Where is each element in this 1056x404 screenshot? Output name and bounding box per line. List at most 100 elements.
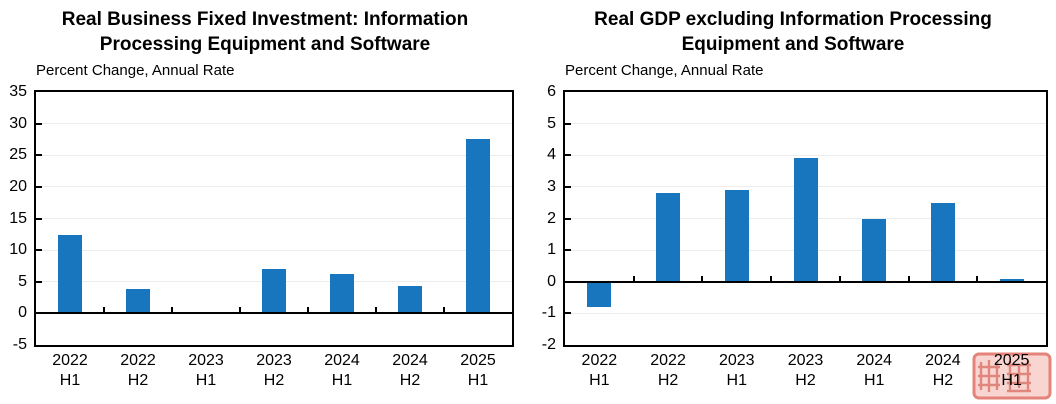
x-label-half: H2: [127, 372, 149, 389]
y-axis-tick: [565, 249, 571, 252]
chart-title: Real GDP excluding Information Processin…: [557, 7, 1029, 57]
chart-panel-investment: Real Business Fixed Investment: Informat…: [9, 7, 517, 391]
chart-title-line1: Real Business Fixed Investment: Informat…: [61, 9, 469, 30]
y-axis-tick-label: 1: [547, 241, 556, 259]
y-axis-tick-label: -5: [12, 336, 27, 353]
y-axis-tick-label: 6: [547, 83, 556, 100]
x-axis-category-label: 2024 H2: [371, 351, 449, 391]
x-axis-tick: [632, 275, 635, 281]
plot-inner: [565, 92, 1046, 345]
axis-units-label: Percent Change, Annual Rate: [565, 62, 764, 79]
x-axis-category-label: 2025 H1: [439, 351, 517, 391]
chart-title-line2: Equipment and Software: [681, 34, 905, 55]
y-axis-tick-label: 2: [547, 209, 556, 227]
y-axis-tick: [565, 217, 571, 220]
x-label-year: 2023: [256, 352, 292, 369]
x-axis-category-label: 2023 H2: [766, 351, 845, 391]
chart-title: Real Business Fixed Investment: Informat…: [29, 7, 501, 57]
bar-2025-H1: [999, 278, 1024, 282]
x-label-year: 2025: [993, 352, 1030, 369]
x-axis-tick: [976, 275, 979, 281]
y-axis-tick-label: 30: [9, 114, 27, 132]
x-axis-tick: [443, 307, 445, 313]
x-label-half: H1: [467, 372, 489, 389]
x-label-half: H2: [657, 372, 679, 389]
y-axis-tick: [565, 122, 571, 125]
x-axis-tick: [307, 307, 309, 313]
y-axis-tick-label: 0: [547, 272, 556, 290]
bar-2023-H2: [793, 158, 818, 282]
bar-2022-H1: [58, 234, 82, 314]
bar-2023-H1: [724, 190, 749, 282]
plot-inner: [36, 92, 512, 345]
y-axis-tick-label: 5: [18, 272, 27, 290]
y-axis-tick-label: 0: [18, 304, 27, 322]
x-label-year: 2025: [460, 352, 496, 369]
y-axis-tick-label: 3: [547, 177, 556, 195]
y-axis-tick: [36, 249, 42, 252]
x-axis-category-label: 2022 H1: [31, 351, 109, 391]
x-label-half: H1: [863, 372, 885, 389]
x-label-year: 2022: [581, 352, 618, 369]
x-label-year: 2022: [52, 352, 88, 369]
x-axis-tick: [171, 307, 173, 313]
bar-2024-H2: [398, 285, 422, 314]
x-axis-category-label: 2023 H1: [697, 351, 776, 391]
x-label-half: H1: [589, 372, 610, 389]
x-axis-category-label: 2024 H1: [303, 351, 381, 391]
y-axis-tick-label: -2: [541, 336, 556, 353]
y-axis-tick: [36, 122, 42, 125]
bar-2022-H2: [126, 289, 150, 314]
x-label-half: H1: [331, 372, 353, 389]
y-axis-tick: [36, 154, 42, 157]
bar-2024-H1: [330, 273, 354, 314]
y-axis-tick-label: 25: [9, 146, 27, 164]
x-axis-tick: [907, 275, 910, 281]
x-axis-category-label: 2023 H1: [167, 351, 245, 391]
x-axis-category-label: 2023 H2: [235, 351, 313, 391]
x-axis-category-label: 2024 H1: [835, 351, 914, 391]
x-label-half: H2: [399, 372, 421, 389]
x-axis-category-label: 2022 H1: [560, 351, 639, 391]
y-axis-tick-label: -1: [541, 304, 556, 322]
x-axis-tick: [239, 307, 241, 313]
y-axis-tick: [565, 154, 571, 157]
x-axis-tick: [103, 307, 105, 313]
gridline: [36, 154, 512, 156]
axis-units-label: Percent Change, Annual Rate: [36, 62, 235, 79]
y-axis-tick: [36, 217, 42, 220]
plot-area: [34, 90, 514, 347]
bar-2024-H1: [862, 218, 887, 282]
gridline: [36, 249, 512, 251]
x-label-half: H2: [263, 372, 285, 389]
plot-area: [563, 90, 1048, 347]
x-label-half: H2: [932, 372, 954, 389]
y-axis-tick-label: 10: [9, 241, 27, 259]
y-axis-tick-label: 35: [9, 83, 27, 100]
x-label-half: H1: [726, 372, 747, 389]
y-axis-tick-label: 20: [9, 177, 27, 195]
x-label-year: 2023: [718, 352, 755, 369]
x-label-half: H1: [195, 372, 217, 389]
y-axis-tick: [36, 280, 42, 283]
bar-2023-H2: [262, 269, 286, 314]
gridline: [36, 218, 512, 219]
x-label-year: 2024: [856, 352, 892, 369]
zero-axis-line: [565, 280, 1046, 283]
x-label-year: 2024: [324, 352, 360, 369]
y-axis-tick-label: 4: [547, 146, 556, 164]
x-label-half: H1: [1001, 372, 1022, 389]
x-label-year: 2024: [392, 352, 428, 369]
chart-title-line1: Real GDP excluding Information Processin…: [594, 9, 992, 30]
x-axis-tick: [770, 275, 773, 281]
x-label-half: H1: [59, 372, 81, 389]
x-label-year: 2024: [925, 352, 961, 369]
x-axis-category-label: 2025 H1: [972, 351, 1051, 391]
bar-2025-H1: [466, 139, 490, 314]
x-label-year: 2023: [787, 352, 824, 369]
y-axis-tick: [36, 185, 42, 188]
gridline: [565, 312, 1046, 314]
gridline: [565, 123, 1046, 125]
gridline: [36, 123, 512, 125]
